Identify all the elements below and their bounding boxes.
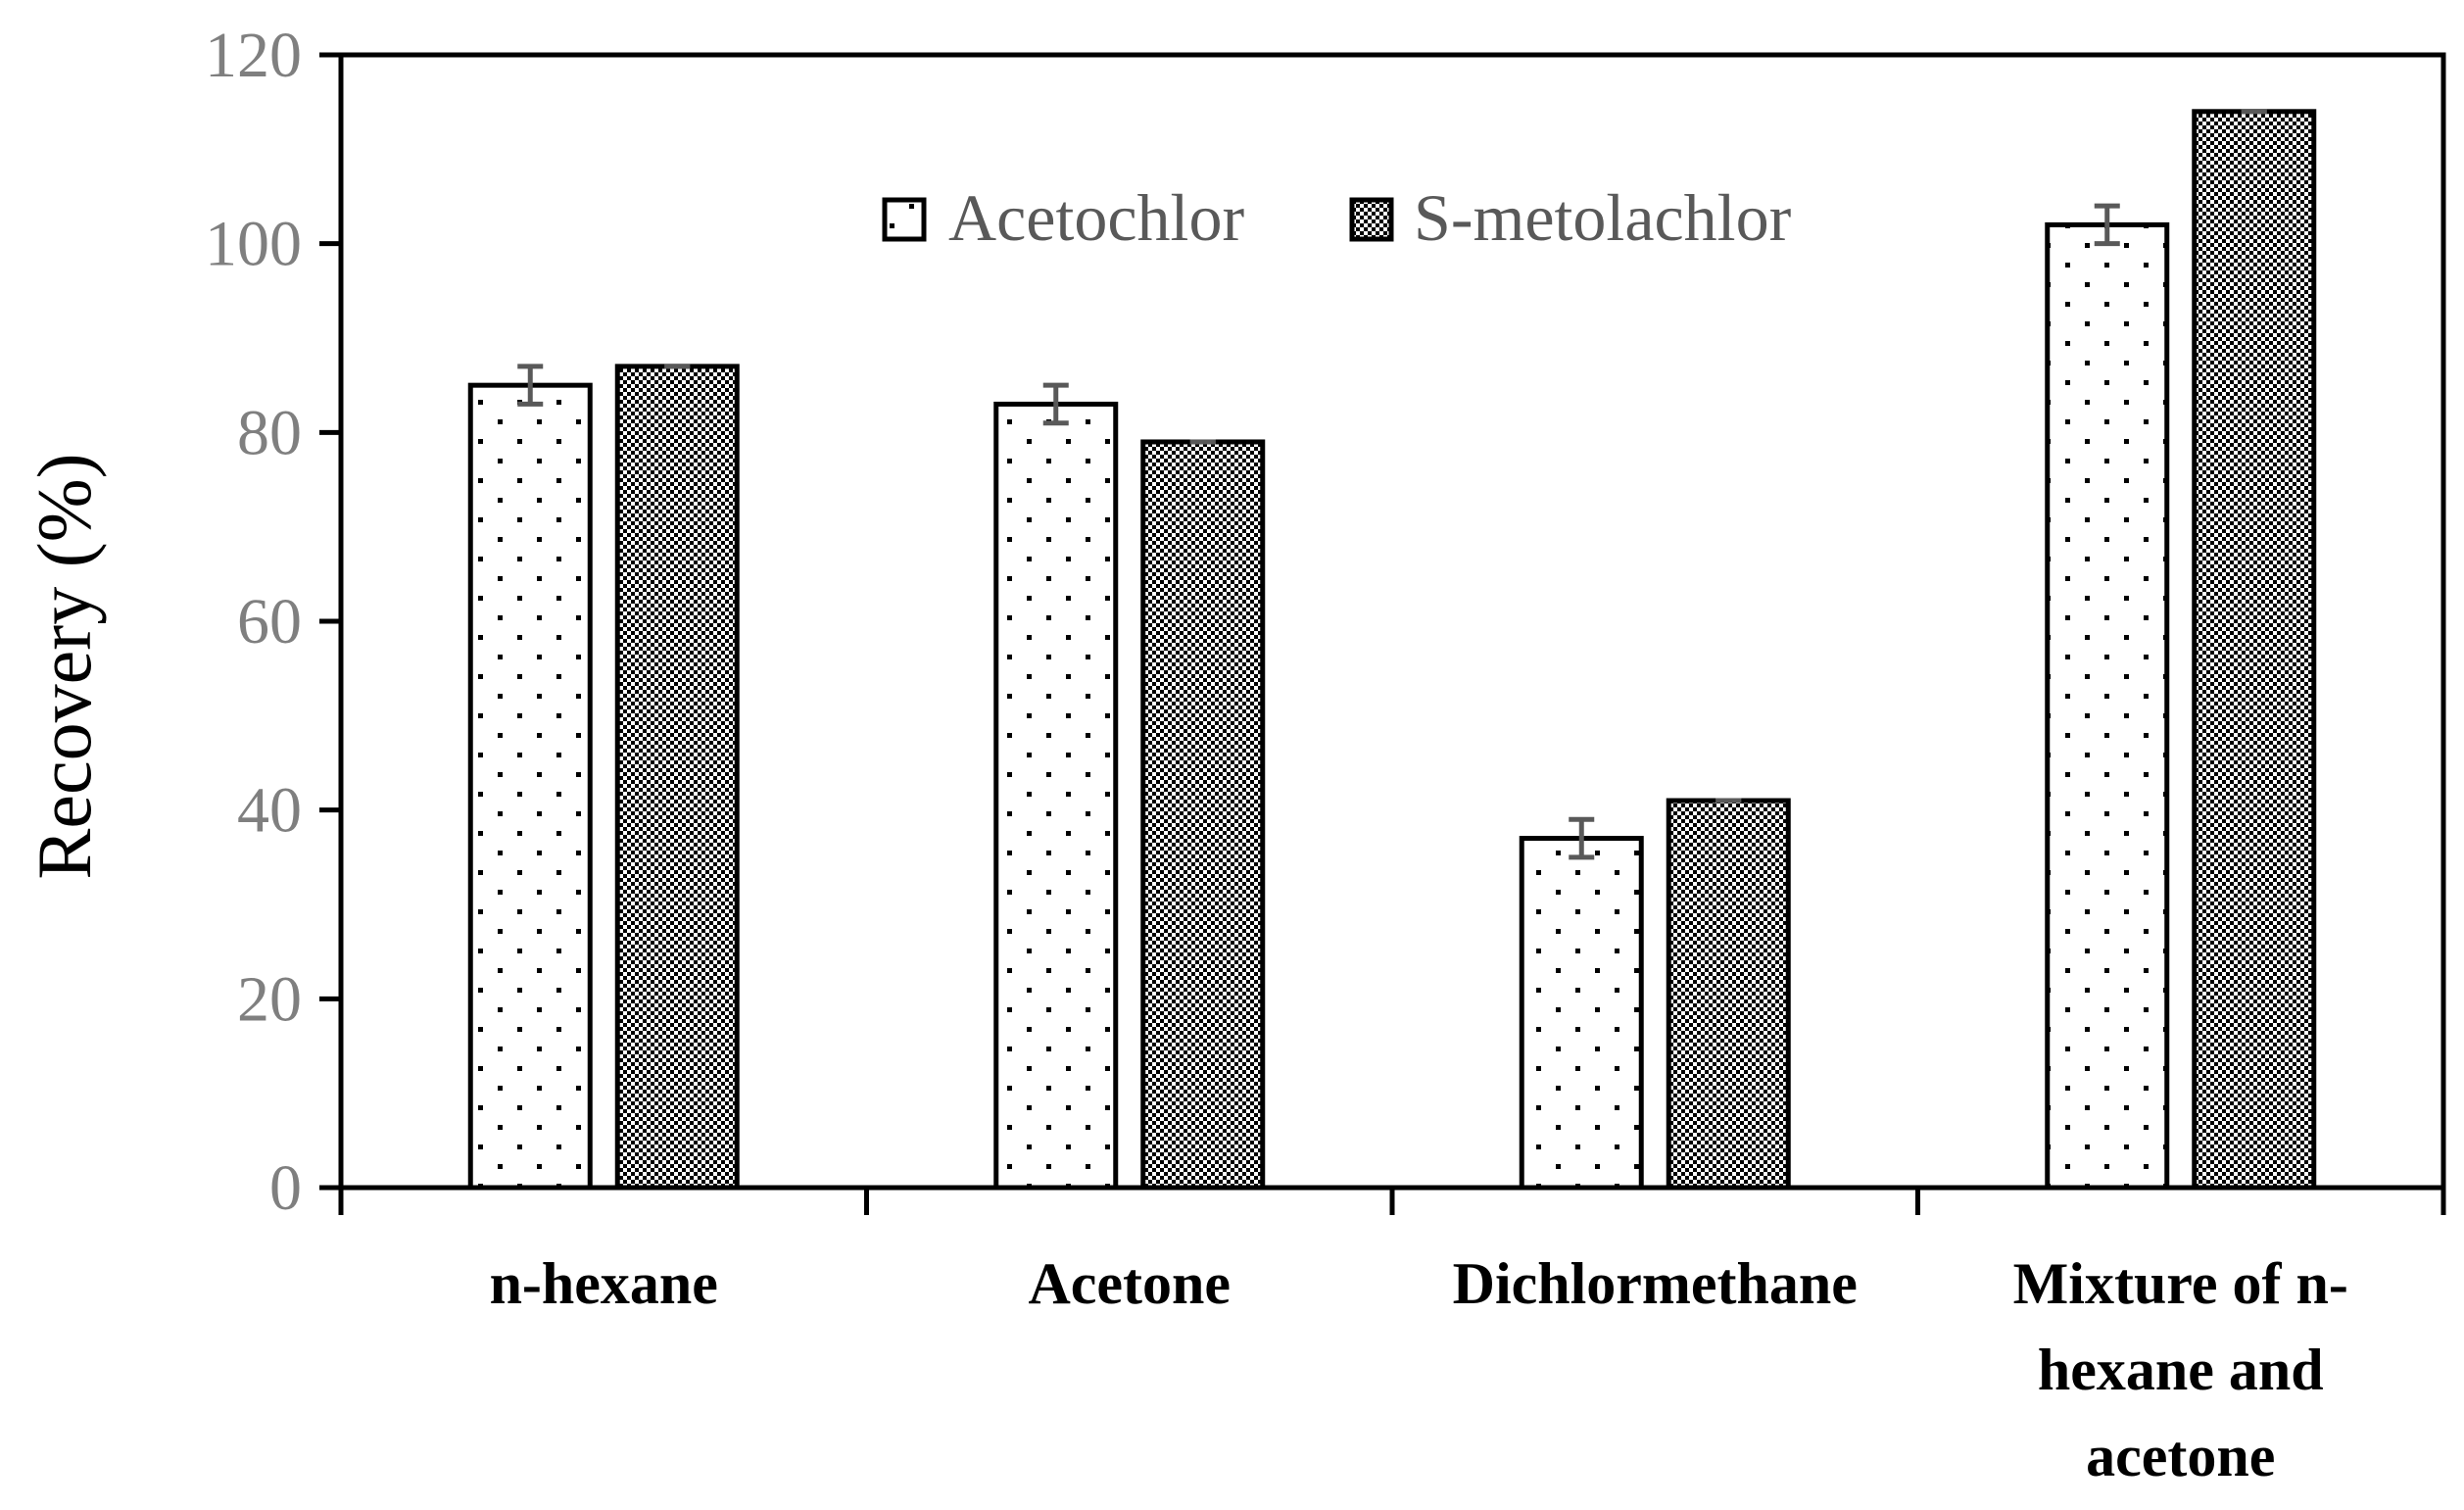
legend: Acetochlor S-metolachlor xyxy=(882,180,1792,255)
y-tick-label-40: 40 xyxy=(237,775,302,847)
legend-swatch-acetochlor xyxy=(882,197,927,242)
y-tick-label-20: 20 xyxy=(237,963,302,1035)
category-label-1: Acetone xyxy=(1028,1251,1231,1316)
category-label-line: Acetone xyxy=(1028,1251,1231,1316)
category-label-line: hexane and xyxy=(2038,1338,2324,1402)
category-label-line: Dichlormethane xyxy=(1453,1251,1858,1316)
axes xyxy=(338,52,2446,1215)
category-label-3: Mixture of n-hexane and acetone xyxy=(2013,1251,2348,1488)
legend-swatch-s-metolachlor xyxy=(1349,197,1394,242)
y-tick-label-120: 120 xyxy=(205,20,302,91)
y-tick-label-80: 80 xyxy=(237,397,302,468)
category-label-line: acetone xyxy=(2086,1424,2275,1488)
bar-s-metolachlor-0 xyxy=(614,364,740,1191)
y-tick-label-0: 0 xyxy=(269,1152,302,1224)
legend-label-s-metolachlor: S-metolachlor xyxy=(1414,180,1792,255)
y-tick-label-60: 60 xyxy=(237,586,302,658)
bar-acetochlor-0 xyxy=(467,382,593,1191)
bar-acetochlor-3 xyxy=(2045,221,2170,1191)
category-label-2: Dichlormethane xyxy=(1453,1251,1858,1316)
category-label-line: Mixture of n- xyxy=(2013,1251,2348,1316)
bar-acetochlor-1 xyxy=(993,401,1119,1191)
error-bars xyxy=(517,109,2267,860)
y-axis-ticks: 0 20 40 60 80 100 120 xyxy=(205,20,341,1224)
category-label-line: n-hexane xyxy=(490,1251,718,1316)
bar-s-metolachlor-1 xyxy=(1140,439,1266,1191)
bar-s-metolachlor-3 xyxy=(2192,109,2317,1191)
bar-s-metolachlor-2 xyxy=(1666,798,1791,1191)
legend-label-acetochlor: Acetochlor xyxy=(948,180,1244,255)
bar-acetochlor-2 xyxy=(1519,836,1644,1191)
y-tick-label-100: 100 xyxy=(205,209,302,280)
category-labels: n-hexane Acetone Dichlormethane Mixture of … xyxy=(490,1251,2348,1488)
bars xyxy=(467,109,2317,1191)
category-label-0: n-hexane xyxy=(490,1251,718,1316)
y-axis-title: Recovery (%) xyxy=(22,453,107,879)
